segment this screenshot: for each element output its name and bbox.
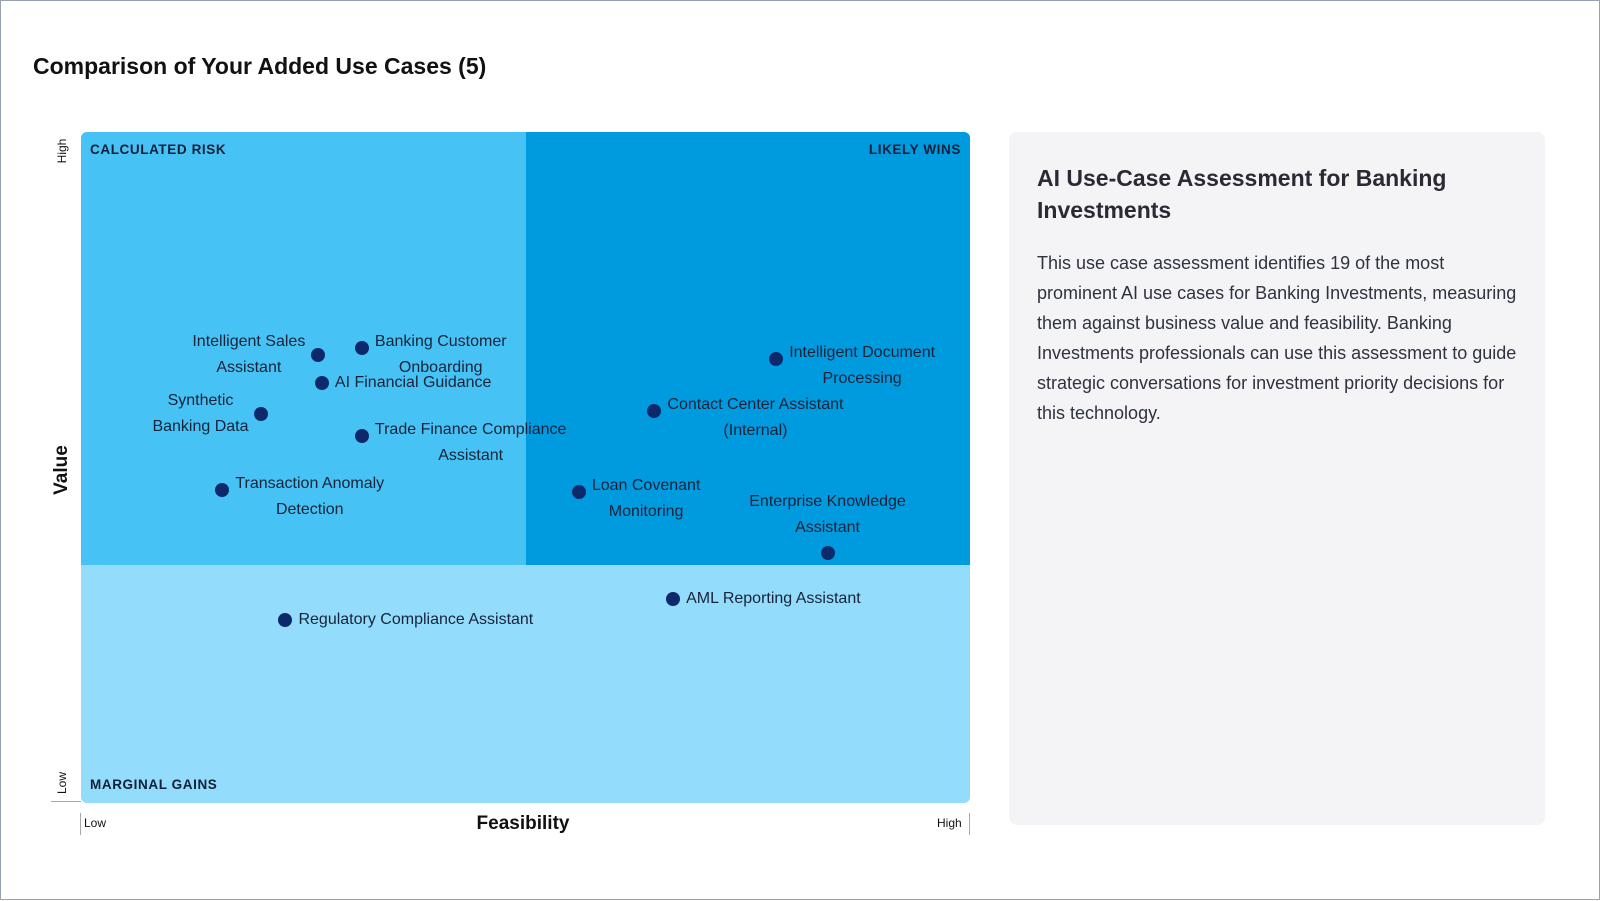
data-point-label-line: Intelligent Document xyxy=(789,343,936,361)
y-axis-line xyxy=(51,801,81,802)
data-point[interactable] xyxy=(571,485,586,500)
x-axis-title: Feasibility xyxy=(476,813,570,834)
data-point-label: Transaction Anomaly Detection xyxy=(235,471,384,523)
page-title: Comparison of Your Added Use Cases (5) xyxy=(33,53,487,79)
data-point[interactable] xyxy=(769,351,784,366)
data-point[interactable] xyxy=(354,428,369,443)
data-point-label: Intelligent Sales Assistant xyxy=(192,329,305,381)
data-point-label: Contact Center Assistant (Internal) xyxy=(667,392,843,444)
data-point-label: Banking Customer Onboarding xyxy=(375,329,507,381)
info-panel-title: AI Use-Case Assessment for Banking Inves… xyxy=(1037,165,1447,223)
data-point-label: AI Financial Guidance xyxy=(335,370,492,396)
data-point-label-line: Onboarding xyxy=(398,359,483,377)
data-point-label-line: Transaction Anomaly xyxy=(235,475,385,493)
data-point-label-line: Trade Finance Compliance xyxy=(374,420,567,438)
data-point[interactable] xyxy=(820,545,835,560)
y-axis-high-label: High xyxy=(55,138,69,164)
data-point-label-line: (Internal) xyxy=(723,422,788,440)
x-axis-high-label: High xyxy=(937,816,962,830)
x-axis-end-line xyxy=(969,813,970,835)
data-point[interactable] xyxy=(254,407,269,422)
data-point-label-line: AML Reporting Assistant xyxy=(686,590,861,608)
data-point-label-line: Assistant xyxy=(216,358,282,376)
data-point[interactable] xyxy=(647,404,662,419)
data-point-label-line: Assistant xyxy=(795,518,860,536)
data-point-label-line: Assistant xyxy=(438,446,504,464)
data-point-label: Intelligent Document Processing xyxy=(789,340,935,392)
data-point-label-line: AI Financial Guidance xyxy=(334,373,492,391)
quadrant-likely-wins xyxy=(525,132,970,565)
data-point-label: AML Reporting Assistant xyxy=(686,586,861,612)
data-point-label-line: Banking Data xyxy=(152,418,249,436)
data-point-label: Enterprise Knowledge Assistant xyxy=(749,489,906,541)
use-case-matrix-chart: CALCULATED RISK LIKELY WINS MARGINAL GAI… xyxy=(1,1,1001,901)
data-point-label: Regulatory Compliance Assistant xyxy=(298,607,533,633)
data-point[interactable] xyxy=(354,341,369,356)
x-axis-start-line xyxy=(80,813,81,835)
data-point-label: Synthetic Banking Data xyxy=(152,388,248,440)
data-point-label-line: Detection xyxy=(275,501,344,519)
data-point-label-line: Regulatory Compliance Assistant xyxy=(298,610,534,628)
data-point[interactable] xyxy=(666,592,681,607)
data-point-label-line: Synthetic xyxy=(167,392,234,410)
data-point-label-line: Contact Center Assistant xyxy=(667,396,844,414)
data-point-label-line: Banking Customer xyxy=(374,333,507,351)
data-point-label-line: Processing xyxy=(822,369,902,387)
data-point-label-line: Loan Covenant xyxy=(591,477,701,495)
data-point-label: Loan Covenant Monitoring xyxy=(592,473,701,525)
data-point[interactable] xyxy=(314,375,329,390)
data-point[interactable] xyxy=(215,483,230,498)
quadrant-label-likely-wins: LIKELY WINS xyxy=(868,142,961,157)
plot-area: CALCULATED RISK LIKELY WINS MARGINAL GAI… xyxy=(81,132,970,803)
y-axis-title: Value xyxy=(51,445,72,495)
data-point[interactable] xyxy=(278,612,293,627)
data-point-label-line: Monitoring xyxy=(608,503,684,521)
quadrant-calculated-risk xyxy=(81,132,526,565)
x-axis-low-label: Low xyxy=(84,816,107,830)
info-panel-description: This use case assessment identifies 19 o… xyxy=(1037,253,1517,423)
quadrant-label-marginal-gains: MARGINAL GAINS xyxy=(90,777,218,792)
quadrant-label-calculated-risk: CALCULATED RISK xyxy=(90,142,227,157)
data-point-label: Trade Finance Compliance Assistant xyxy=(375,417,567,469)
info-panel: AI Use-Case Assessment for Banking Inves… xyxy=(1009,132,1545,825)
data-point-label-line: Enterprise Knowledge xyxy=(749,492,906,510)
y-axis-low-label: Low xyxy=(55,771,69,795)
data-point-label-line: Intelligent Sales xyxy=(192,332,306,350)
data-point[interactable] xyxy=(311,347,326,362)
